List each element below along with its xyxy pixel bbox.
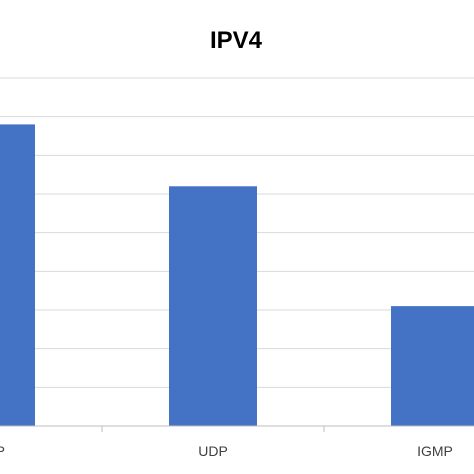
x-tick-labels: TCP UDP IGMP <box>0 443 453 459</box>
x-tick-label: IGMP <box>417 443 453 459</box>
bar-igmp <box>391 306 474 426</box>
x-tick-label: TCP <box>0 443 5 459</box>
x-axis <box>0 425 474 432</box>
x-tick-label: UDP <box>198 443 228 459</box>
bars <box>0 124 474 427</box>
bar-tcp <box>0 124 35 427</box>
chart-title: IPV4 <box>210 27 263 54</box>
bar-udp <box>169 186 257 426</box>
